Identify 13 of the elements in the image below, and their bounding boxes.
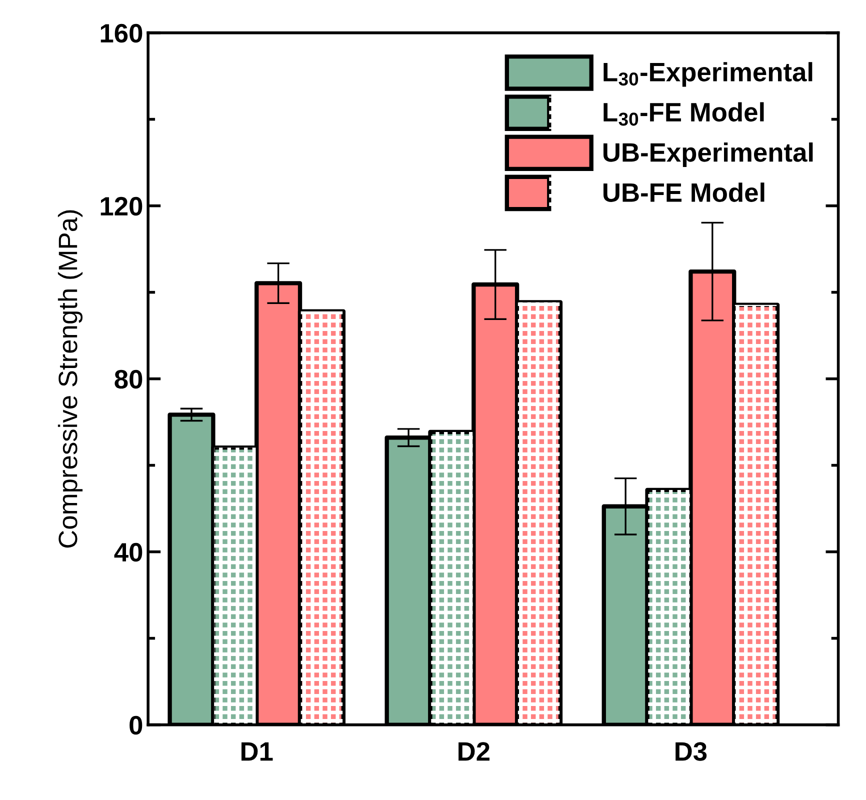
legend-label: L$_{30}$-FE Model (604, 102, 764, 126)
x-tick-label: D3 (676, 742, 707, 761)
y-tick-label: 0 (130, 716, 142, 735)
y-axis-title: Compressive Strength (MPa) (58, 210, 83, 548)
legend-label: L$_{30}$-Experimental (604, 62, 812, 87)
y-tick-label: 120 (100, 196, 142, 216)
y-tick-label: 160 (100, 24, 142, 43)
legend-label: UB-Experimental (603, 142, 813, 168)
y-tick-label: 40 (114, 542, 142, 562)
legend-label: UB-FE Model (603, 182, 764, 202)
y-tick-label: 80 (114, 370, 142, 389)
x-tick-label: D1 (242, 742, 273, 761)
x-tick-label: D2 (458, 742, 490, 761)
